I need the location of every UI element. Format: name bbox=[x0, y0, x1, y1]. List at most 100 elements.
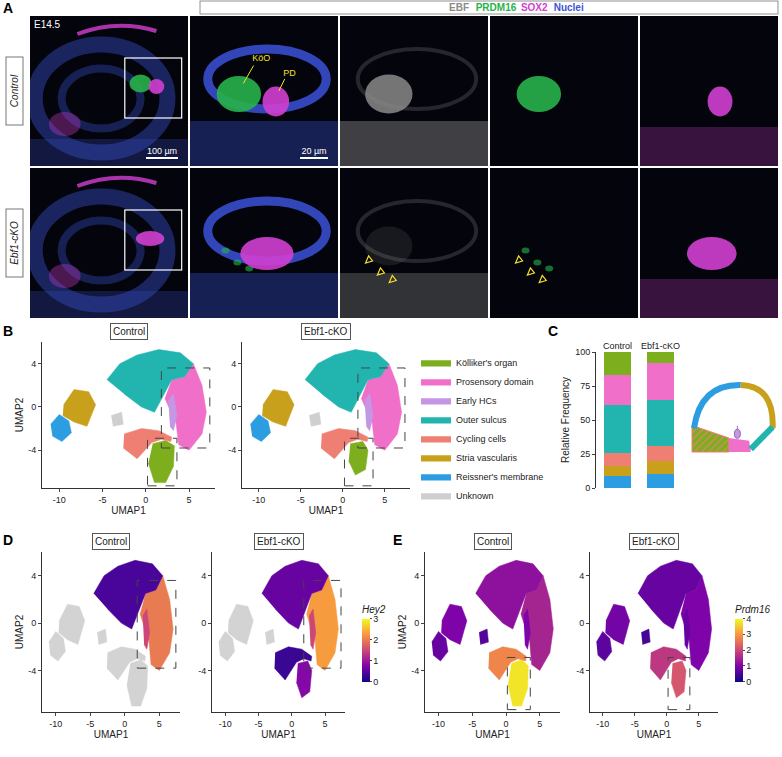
svg-text:Stria vascularis: Stria vascularis bbox=[456, 453, 518, 463]
svg-text:0: 0 bbox=[340, 495, 345, 505]
svg-text:3: 3 bbox=[373, 614, 378, 624]
svg-text:-4: -4 bbox=[28, 445, 36, 455]
svg-text:UMAP2: UMAP2 bbox=[14, 614, 25, 649]
svg-text:0: 0 bbox=[373, 677, 378, 687]
svg-text:4: 4 bbox=[231, 359, 236, 369]
svg-text:Ebf1-cKO: Ebf1-cKO bbox=[9, 221, 20, 265]
svg-text:Outer sulcus: Outer sulcus bbox=[456, 415, 507, 425]
svg-text:UMAP1: UMAP1 bbox=[309, 505, 344, 516]
svg-text:Ebf1-cKO: Ebf1-cKO bbox=[304, 326, 348, 337]
svg-text:SOX2: SOX2 bbox=[521, 2, 548, 13]
svg-text:4: 4 bbox=[414, 571, 419, 581]
svg-text:UMAP1: UMAP1 bbox=[261, 729, 296, 740]
svg-text:1: 1 bbox=[373, 656, 378, 666]
svg-text:50: 50 bbox=[580, 415, 590, 425]
svg-text:-10: -10 bbox=[49, 719, 62, 729]
svg-text:-10: -10 bbox=[219, 719, 232, 729]
svg-text:B: B bbox=[3, 323, 13, 339]
svg-text:0: 0 bbox=[503, 719, 508, 729]
svg-text:-5: -5 bbox=[468, 719, 476, 729]
svg-text:KöO: KöO bbox=[252, 53, 270, 63]
svg-text:2: 2 bbox=[373, 635, 378, 645]
svg-text:Relative Frequency: Relative Frequency bbox=[560, 377, 571, 463]
svg-text:0: 0 bbox=[664, 719, 669, 729]
svg-text:75: 75 bbox=[580, 381, 590, 391]
svg-text:Control: Control bbox=[95, 536, 127, 547]
svg-text:Ebf1-cKO: Ebf1-cKO bbox=[632, 536, 676, 547]
svg-text:UMAP1: UMAP1 bbox=[94, 729, 129, 740]
svg-text:C: C bbox=[548, 323, 558, 339]
svg-text:2: 2 bbox=[746, 645, 751, 655]
svg-text:0: 0 bbox=[31, 618, 36, 628]
svg-text:UMAP1: UMAP1 bbox=[475, 729, 510, 740]
svg-text:100 µm: 100 µm bbox=[147, 146, 177, 156]
svg-text:-4: -4 bbox=[228, 445, 236, 455]
svg-text:Control: Control bbox=[603, 341, 632, 351]
svg-text:-5: -5 bbox=[86, 719, 94, 729]
svg-text:UMAP1: UMAP1 bbox=[111, 505, 146, 516]
svg-text:-10: -10 bbox=[53, 495, 66, 505]
svg-text:4: 4 bbox=[746, 614, 751, 624]
svg-text:0: 0 bbox=[31, 402, 36, 412]
svg-text:-10: -10 bbox=[252, 495, 265, 505]
svg-text:5: 5 bbox=[537, 719, 542, 729]
svg-text:-5: -5 bbox=[99, 495, 107, 505]
svg-text:E14.5: E14.5 bbox=[34, 19, 61, 30]
svg-text:-5: -5 bbox=[297, 495, 305, 505]
svg-text:-10: -10 bbox=[596, 719, 609, 729]
svg-text:Control: Control bbox=[113, 326, 145, 337]
svg-text:20 µm: 20 µm bbox=[301, 146, 326, 156]
svg-text:E: E bbox=[393, 532, 402, 548]
svg-text:0: 0 bbox=[122, 719, 127, 729]
svg-text:Prosensory domain: Prosensory domain bbox=[456, 377, 534, 387]
svg-text:A: A bbox=[3, 0, 13, 16]
svg-text:5: 5 bbox=[323, 719, 328, 729]
svg-text:-4: -4 bbox=[28, 666, 36, 676]
svg-text:3: 3 bbox=[746, 629, 751, 639]
svg-text:D: D bbox=[3, 532, 13, 548]
svg-text:0: 0 bbox=[143, 495, 148, 505]
svg-text:4: 4 bbox=[31, 571, 36, 581]
svg-text:-5: -5 bbox=[255, 719, 263, 729]
svg-text:Nuclei: Nuclei bbox=[554, 2, 584, 13]
svg-text:Ebf1-cKO: Ebf1-cKO bbox=[257, 536, 301, 547]
svg-text:Ebf1-cKO: Ebf1-cKO bbox=[641, 341, 680, 351]
svg-text:PD: PD bbox=[283, 68, 296, 78]
svg-text:4: 4 bbox=[201, 571, 206, 581]
svg-text:5: 5 bbox=[157, 719, 162, 729]
svg-text:1: 1 bbox=[746, 661, 751, 671]
svg-text:UMAP1: UMAP1 bbox=[637, 729, 672, 740]
svg-text:4: 4 bbox=[579, 571, 584, 581]
svg-text:Early HCs: Early HCs bbox=[456, 396, 497, 406]
svg-text:100: 100 bbox=[575, 347, 590, 357]
svg-text:Control: Control bbox=[477, 536, 509, 547]
svg-text:25: 25 bbox=[580, 449, 590, 459]
svg-text:-4: -4 bbox=[576, 666, 584, 676]
svg-text:4: 4 bbox=[31, 359, 36, 369]
svg-text:PRDM16: PRDM16 bbox=[476, 2, 517, 13]
svg-text:5: 5 bbox=[382, 495, 387, 505]
svg-text:0: 0 bbox=[289, 719, 294, 729]
svg-text:Reissner's membrane: Reissner's membrane bbox=[456, 472, 543, 482]
svg-text:5: 5 bbox=[187, 495, 192, 505]
svg-text:0: 0 bbox=[231, 402, 236, 412]
svg-text:Prdm16: Prdm16 bbox=[735, 604, 770, 615]
svg-text:-4: -4 bbox=[198, 666, 206, 676]
svg-text:0: 0 bbox=[201, 618, 206, 628]
svg-text:EBF: EBF bbox=[449, 2, 469, 13]
svg-text:Unknown: Unknown bbox=[456, 491, 494, 501]
svg-text:Control: Control bbox=[9, 74, 20, 107]
svg-text:-10: -10 bbox=[432, 719, 445, 729]
svg-text:5: 5 bbox=[696, 719, 701, 729]
svg-text:-5: -5 bbox=[631, 719, 639, 729]
svg-text:UMAP2: UMAP2 bbox=[14, 397, 25, 432]
svg-text:Hey2: Hey2 bbox=[362, 604, 386, 615]
svg-text:0: 0 bbox=[414, 618, 419, 628]
svg-text:Cycling cells: Cycling cells bbox=[456, 434, 507, 444]
svg-text:UMAP2: UMAP2 bbox=[397, 614, 408, 649]
svg-text:Kölliker's organ: Kölliker's organ bbox=[456, 358, 517, 368]
svg-text:0: 0 bbox=[585, 483, 590, 493]
svg-text:-4: -4 bbox=[411, 666, 419, 676]
svg-text:0: 0 bbox=[746, 677, 751, 687]
svg-text:0: 0 bbox=[579, 618, 584, 628]
